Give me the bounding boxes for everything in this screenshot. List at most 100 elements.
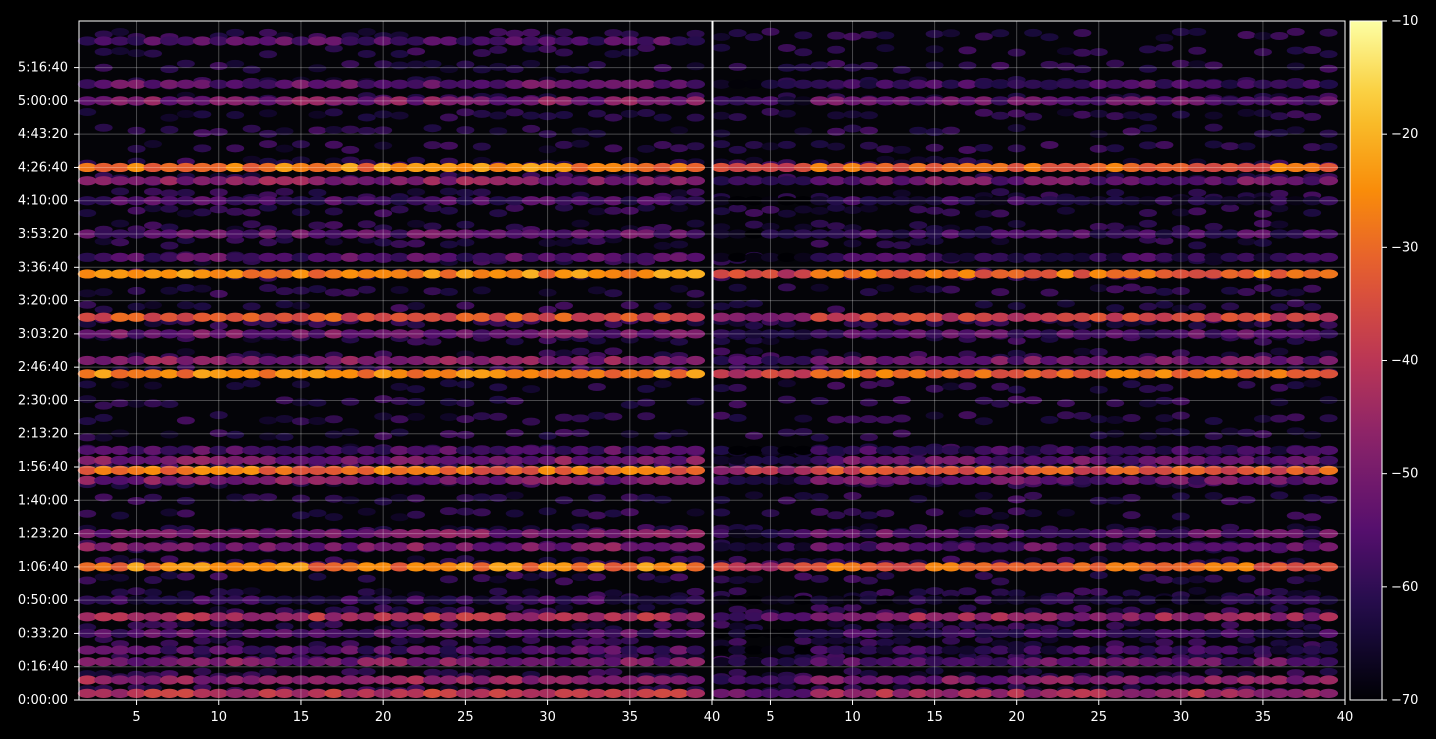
heatmap-cell xyxy=(422,455,442,465)
heatmap-cell xyxy=(407,385,426,394)
heatmap-cell xyxy=(390,205,409,214)
heatmap-cell xyxy=(127,79,147,89)
heatmap-cell xyxy=(1007,657,1027,667)
heatmap-cell xyxy=(1056,628,1076,639)
heatmap-cell xyxy=(810,433,829,442)
heatmap-cell xyxy=(422,628,442,639)
heatmap-cell xyxy=(324,329,344,339)
heatmap-cell xyxy=(991,382,1010,391)
heatmap-cell xyxy=(226,588,245,597)
heatmap-cell xyxy=(587,79,607,89)
heatmap-cell xyxy=(374,110,393,119)
heatmap-cell xyxy=(521,162,541,173)
heatmap-cell xyxy=(1023,79,1043,89)
y-tick-label: 5:00:00 xyxy=(18,94,68,109)
heatmap-cell xyxy=(587,620,606,629)
heatmap-cell xyxy=(1122,657,1142,667)
heatmap-cell xyxy=(1007,395,1026,404)
heatmap-cell xyxy=(1286,329,1306,339)
heatmap-cell xyxy=(1056,96,1076,106)
heatmap-cell xyxy=(810,492,829,501)
heatmap-cell xyxy=(1188,586,1207,595)
heatmap-cell xyxy=(406,675,426,685)
y-tick-label: 0:00:00 xyxy=(18,693,68,708)
heatmap-cell xyxy=(1319,542,1339,552)
heatmap-cell xyxy=(489,111,508,120)
heatmap-cell xyxy=(324,176,344,186)
heatmap-cell xyxy=(958,145,977,154)
heatmap-cell xyxy=(1138,562,1158,572)
heatmap-cell xyxy=(1270,204,1289,213)
heatmap-cell xyxy=(1154,595,1174,605)
heatmap-cell xyxy=(1237,142,1256,151)
heatmap-cell xyxy=(1072,612,1092,622)
heatmap-cell xyxy=(291,645,311,655)
heatmap-cell xyxy=(761,107,780,116)
heatmap-cell xyxy=(209,176,229,186)
heatmap-cell xyxy=(1106,621,1125,630)
heatmap-cell xyxy=(1122,96,1142,106)
heatmap-band xyxy=(77,269,706,279)
heatmap-cell xyxy=(1286,638,1305,647)
heatmap-cell xyxy=(744,162,764,173)
heatmap-cell xyxy=(1286,299,1305,308)
heatmap-cell xyxy=(439,639,458,648)
heatmap-cell xyxy=(94,47,113,56)
heatmap-cell xyxy=(1302,675,1322,685)
heatmap-cell xyxy=(324,162,344,173)
heatmap-cell xyxy=(942,29,961,38)
heatmap-cell xyxy=(587,562,607,572)
heatmap-cell xyxy=(1007,688,1027,698)
heatmap-cell xyxy=(925,236,944,245)
heatmap-cell xyxy=(571,556,590,565)
heatmap-cell xyxy=(225,229,245,239)
heatmap-cell xyxy=(793,176,813,186)
heatmap-cell xyxy=(859,61,878,70)
heatmap-cell xyxy=(1303,589,1322,598)
heatmap-cell xyxy=(1220,657,1240,667)
heatmap-cell xyxy=(209,188,228,197)
heatmap-cell xyxy=(957,645,977,655)
heatmap-cell xyxy=(957,465,977,475)
heatmap-cell xyxy=(892,628,912,639)
heatmap-cell xyxy=(1007,269,1027,279)
heatmap-cell xyxy=(226,111,245,120)
heatmap-cell xyxy=(1040,33,1059,42)
heatmap-cell xyxy=(908,196,928,206)
heatmap-cell xyxy=(159,329,179,339)
heatmap-cell xyxy=(744,79,764,89)
heatmap-cell xyxy=(340,657,360,667)
heatmap-cell xyxy=(1269,355,1289,366)
heatmap-cell xyxy=(620,30,639,39)
heatmap-cell xyxy=(712,620,731,629)
heatmap-cell xyxy=(1204,111,1223,120)
heatmap-cell xyxy=(258,595,278,605)
heatmap-cell xyxy=(176,455,196,465)
heatmap-cell xyxy=(909,622,928,631)
heatmap-cell xyxy=(505,475,525,485)
heatmap-cell xyxy=(777,657,797,667)
heatmap-cell xyxy=(455,562,475,572)
heatmap-cell xyxy=(159,595,179,605)
heatmap-cell xyxy=(455,455,475,465)
heatmap-cell xyxy=(670,144,689,153)
heatmap-cell xyxy=(291,511,310,520)
heatmap-cell xyxy=(111,47,130,56)
heatmap-cell xyxy=(1253,595,1273,605)
heatmap-cell xyxy=(275,369,295,379)
heatmap-cell xyxy=(226,144,245,153)
heatmap-cell xyxy=(1220,645,1240,655)
heatmap-cell xyxy=(1237,369,1257,379)
heatmap-cell xyxy=(843,162,863,173)
heatmap-cell xyxy=(291,445,311,455)
heatmap-cell xyxy=(1154,229,1174,239)
heatmap-cell xyxy=(653,36,673,46)
heatmap-cell xyxy=(275,675,295,685)
heatmap-cell xyxy=(859,252,879,262)
heatmap-cell xyxy=(456,108,475,117)
heatmap-cell xyxy=(472,329,492,339)
heatmap-cell xyxy=(570,675,590,685)
heatmap-cell xyxy=(636,528,656,539)
heatmap-cell xyxy=(110,252,130,262)
heatmap-cell xyxy=(603,79,623,89)
